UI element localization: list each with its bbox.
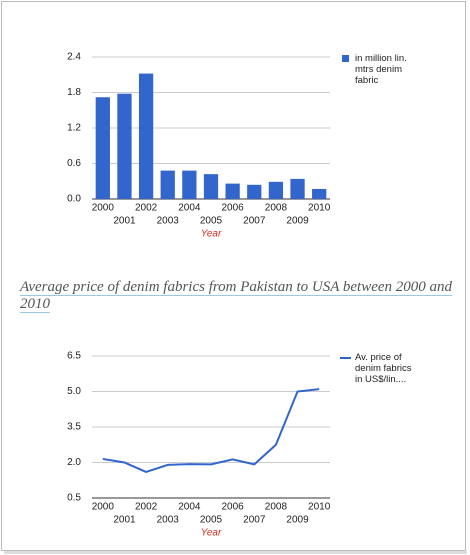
bar [268, 181, 284, 199]
y-tick-label: 0.0 [67, 194, 81, 205]
x-tick-label: 2008 [265, 203, 288, 214]
legend-label: in million lin. mtrs denim fabric [355, 53, 407, 86]
x-tick-label: 2002 [135, 502, 158, 513]
y-tick-label: 2.0 [67, 457, 81, 468]
bar [138, 73, 154, 199]
x-tick-label: 2007 [243, 515, 266, 526]
x-tick-label: 2000 [92, 502, 115, 513]
x-tick-label: 2004 [178, 502, 201, 513]
heading-text: Average price of denim fabrics from Paki… [20, 279, 453, 313]
y-tick-label: 0.6 [67, 158, 81, 169]
bar [95, 97, 110, 199]
x-tick-label: 2010 [308, 502, 331, 513]
x-axis-label: Year [201, 528, 222, 539]
x-tick-label: 2005 [200, 216, 223, 227]
x-tick-label: 2009 [286, 515, 309, 526]
x-tick-label: 2004 [178, 203, 201, 214]
x-tick-label: 2005 [200, 515, 223, 526]
x-tick-label: 2007 [243, 216, 266, 227]
x-tick-label: 2006 [222, 502, 245, 513]
x-axis-label: Year [201, 229, 222, 240]
x-tick-label: 2010 [308, 203, 331, 214]
x-tick-label: 2001 [113, 515, 136, 526]
x-tick-label: 2009 [286, 216, 309, 227]
x-tick-label: 2000 [92, 203, 115, 214]
bar [225, 183, 240, 199]
bar [312, 188, 327, 199]
bar [290, 178, 305, 199]
bar [203, 174, 219, 199]
x-tick-label: 2006 [222, 203, 245, 214]
y-tick-label: 6.5 [67, 351, 81, 362]
y-tick-label: 1.2 [67, 123, 81, 134]
x-tick-label: 2002 [135, 203, 158, 214]
heading: Average price of denim fabrics from Paki… [20, 279, 460, 313]
legend-label: Av. price of denim fabrics in US$/lin...… [355, 352, 412, 385]
legend-swatch [342, 55, 349, 62]
bar [182, 170, 197, 199]
y-tick-label: 1.8 [67, 87, 81, 98]
y-tick-label: 0.5 [67, 493, 81, 504]
bar [160, 170, 175, 199]
y-tick-label: 5.0 [67, 386, 81, 397]
y-tick-label: 3.5 [67, 422, 81, 433]
x-tick-label: 2003 [157, 216, 180, 227]
line [102, 388, 320, 474]
bar [117, 93, 132, 199]
x-tick-label: 2001 [113, 216, 136, 227]
bar [247, 184, 262, 199]
y-tick-label: 2.4 [67, 52, 81, 63]
x-tick-label: 2008 [265, 502, 288, 513]
x-tick-label: 2003 [157, 515, 180, 526]
